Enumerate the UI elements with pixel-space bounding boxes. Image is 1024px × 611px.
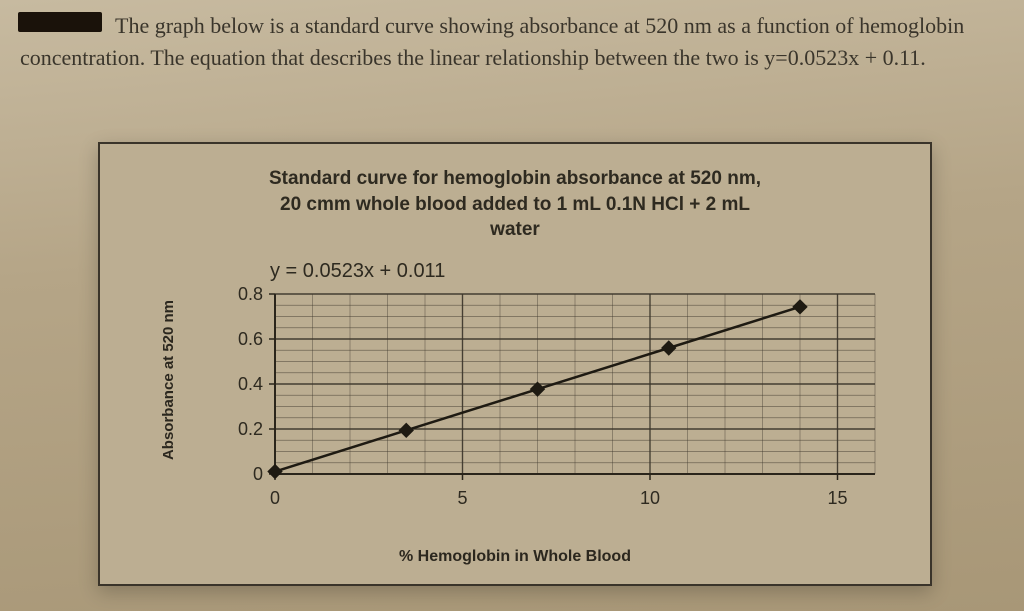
data-marker [793, 300, 807, 314]
chart-title-line2: 20 cmm whole blood added to 1 mL 0.1N HC… [280, 194, 750, 215]
y-tick-label: 0 [253, 464, 263, 484]
x-tick-label: 5 [457, 488, 467, 508]
y-tick-label: 0.2 [238, 419, 263, 439]
chart-frame: Standard curve for hemoglobin absorbance… [98, 142, 932, 586]
x-tick-label: 15 [827, 488, 847, 508]
y-tick-label: 0.6 [238, 329, 263, 349]
chart-title: Standard curve for hemoglobin absorbance… [100, 166, 930, 243]
x-axis-label: % Hemoglobin in Whole Blood [100, 548, 930, 566]
y-axis-label: Absorbance at 520 nm [160, 300, 177, 460]
x-tick-label: 0 [270, 488, 280, 508]
document-photo: The graph below is a standard curve show… [0, 0, 1024, 611]
x-tick-label: 10 [640, 488, 660, 508]
question-paragraph: The graph below is a standard curve show… [20, 10, 1004, 74]
plot-svg: 0 0.2 0.4 0.6 0.8 0 5 10 15 [180, 284, 900, 554]
data-marker [268, 465, 282, 479]
chart-title-line1: Standard curve for hemoglobin absorbance… [269, 168, 761, 189]
data-marker [399, 423, 413, 437]
paragraph-text: The graph below is a standard curve show… [20, 13, 964, 70]
y-tick-label: 0.8 [238, 284, 263, 304]
chart-title-line3: water [490, 219, 540, 240]
data-marker [662, 341, 676, 355]
y-tick-label: 0.4 [238, 374, 263, 394]
regression-equation: y = 0.0523x + 0.011 [270, 260, 445, 283]
